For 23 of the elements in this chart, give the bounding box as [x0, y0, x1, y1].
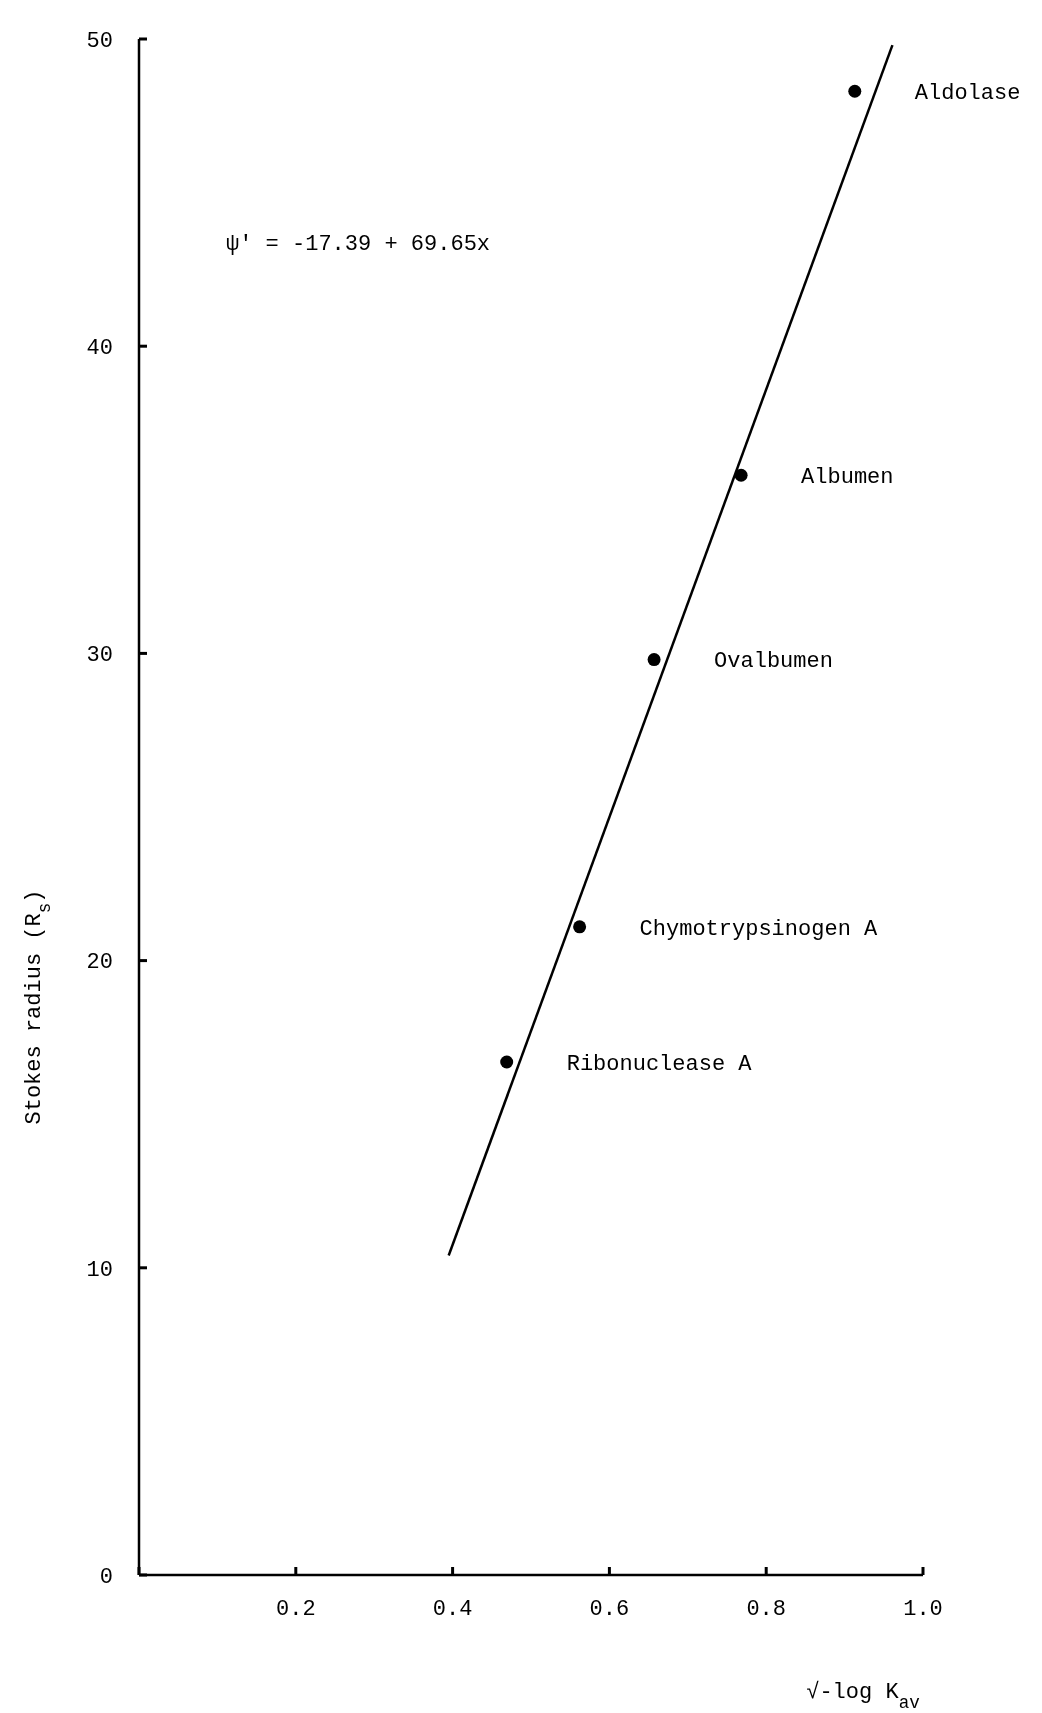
annotation: Chymotrypsinogen A — [639, 916, 879, 942]
annotation: Ribonuclease A — [566, 1051, 753, 1077]
x-tick-label: 0.4 — [432, 1597, 473, 1622]
x-tick-label: 0.8 — [746, 1597, 786, 1622]
point — [500, 1055, 514, 1069]
point — [573, 920, 587, 934]
y-tick-label: 50 — [86, 28, 113, 54]
y-tick-label: 20 — [86, 950, 113, 976]
x-tick-label: 0.2 — [276, 1597, 316, 1622]
x-axis-title: √-log K$_{av}$ — [806, 1680, 920, 1713]
y-tick-label: 40 — [86, 335, 113, 361]
annotation: ψ' = -17.39 + 69.65x — [226, 232, 491, 257]
point — [734, 468, 748, 482]
x-tick-label: 0.6 — [589, 1597, 630, 1622]
annotation: Ovalbumen — [714, 649, 833, 675]
annotation: Albumen — [801, 464, 894, 490]
point — [848, 84, 862, 98]
point — [647, 653, 661, 667]
x-tick-label: 1.0 — [903, 1597, 943, 1622]
y-tick-label: 30 — [86, 643, 113, 669]
y-tick-label: 10 — [86, 1257, 113, 1283]
y-tick-label: 0 — [99, 1564, 113, 1590]
annotation: Aldolase — [914, 80, 1021, 106]
